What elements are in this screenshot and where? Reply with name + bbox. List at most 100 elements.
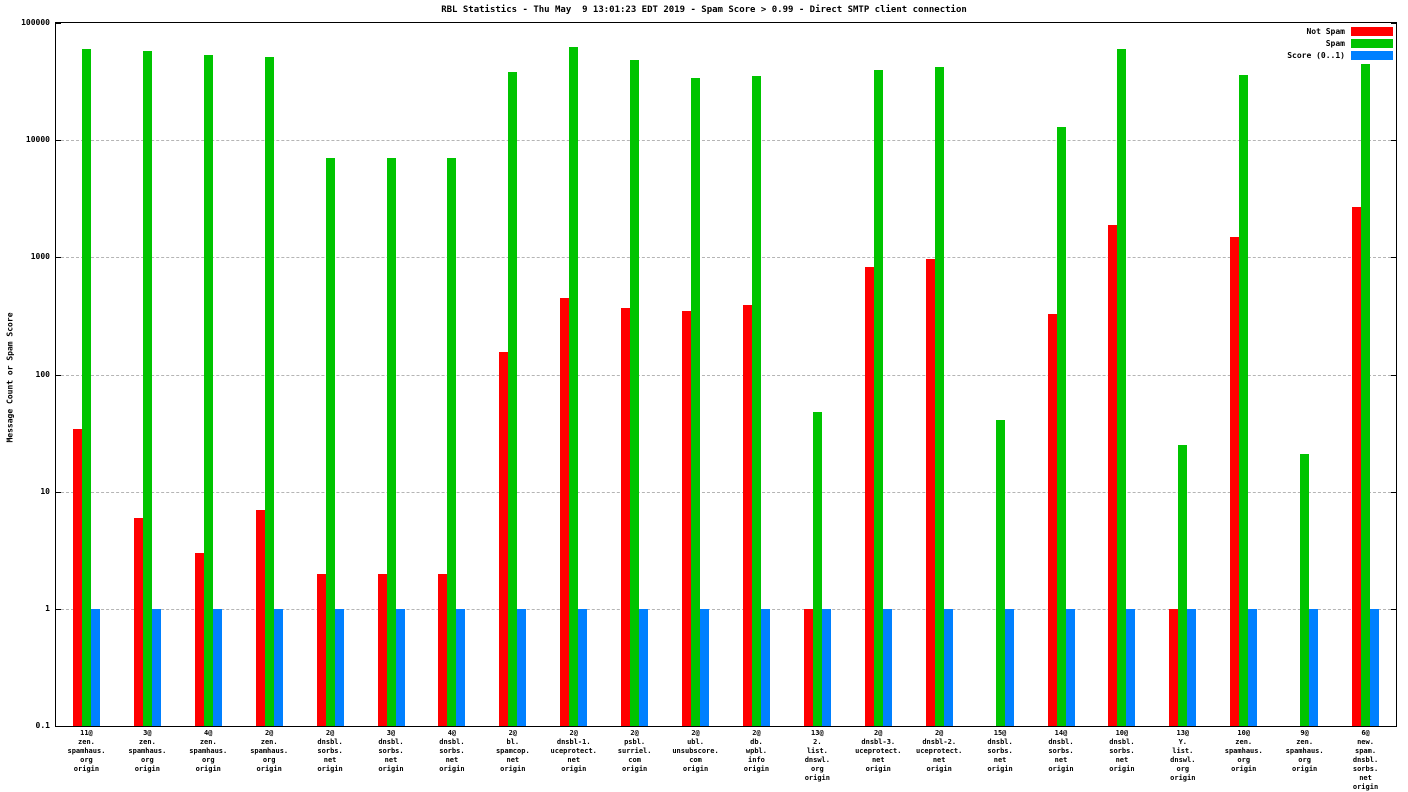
x-tick-label-line: list. <box>1172 747 1194 755</box>
x-tick-label-line: spamhaus. <box>1285 747 1324 755</box>
x-tick-label-line: dnsbl-2. <box>922 738 957 746</box>
legend-item: Spam <box>1326 38 1393 49</box>
bar-score-0-1- <box>1370 608 1380 726</box>
y-tick-label: 10 <box>40 486 50 496</box>
x-tick-label-line: sorbs. <box>1048 747 1074 755</box>
x-tick-label-line: 2@ <box>630 729 639 737</box>
x-tick-label-line: spamhaus. <box>128 747 167 755</box>
x-tick-label-line: info <box>748 756 765 764</box>
bar-not-spam <box>682 310 692 726</box>
x-tick-label-line: org <box>1237 756 1251 764</box>
x-tick-label-line: origin <box>195 765 221 773</box>
x-tick-label-line: origin <box>500 765 526 773</box>
bar-not-spam <box>1047 313 1057 726</box>
bar-spam <box>447 158 457 726</box>
bar-score-0-1- <box>456 608 466 726</box>
gridline <box>56 608 1396 610</box>
legend-label: Spam <box>1325 39 1345 48</box>
x-tick-label: 3@ dnsbl. sorbs. net origin <box>361 729 422 774</box>
x-tick-label: 2@ dnsbl-3. uceprotect. net origin <box>848 729 909 774</box>
x-tick-label: 2@ ubl. unsubscore. com origin <box>665 729 726 774</box>
x-tick-label-line: dnsbl-1. <box>556 738 591 746</box>
y-tick-label: 1000 <box>30 252 50 262</box>
bar-spam <box>386 158 396 726</box>
bar-not-spam <box>438 573 448 726</box>
bar-not-spam <box>1169 608 1179 726</box>
x-tick-label-line: origin <box>378 765 404 773</box>
axis-tick <box>56 726 61 727</box>
x-tick-label-line: net <box>871 756 885 764</box>
bar-spam <box>934 67 944 726</box>
bar-score-0-1- <box>334 608 344 726</box>
bar-spam <box>1239 74 1249 726</box>
axis-tick <box>56 140 61 142</box>
axis-tick <box>1391 608 1396 610</box>
x-tick-label-line: net <box>1359 774 1372 782</box>
x-tick-label-line: 6@ <box>1361 729 1370 737</box>
legend-label: Not Spam <box>1306 27 1345 36</box>
x-tick-label: 15@ dnsbl. sorbs. net origin <box>970 729 1031 774</box>
x-tick-label-line: dnsbl-3. <box>861 738 896 746</box>
gridline <box>56 257 1396 259</box>
x-tick-label-line: com <box>628 756 641 764</box>
x-tick-label-line: db. <box>750 738 763 746</box>
legend-item: Score (0..1) <box>1287 50 1393 61</box>
x-tick-label-line: origin <box>1231 765 1257 773</box>
x-tick-label-line: spamcop. <box>495 747 530 755</box>
legend-swatch <box>1351 39 1393 48</box>
x-tick-label-line: org <box>811 765 824 773</box>
x-tick-label-line: net <box>445 756 459 764</box>
x-tick-label-line: unsubscore. <box>672 747 719 755</box>
bar-spam <box>508 72 518 726</box>
bar-score-0-1- <box>1004 608 1014 726</box>
axis-tick <box>56 257 61 259</box>
x-tick-label-line: dnsbl. <box>439 738 465 746</box>
x-tick-label: 2@ dnsbl-1. uceprotect. net origin <box>543 729 604 774</box>
x-tick-label-line: 3@ <box>386 729 396 737</box>
gridline <box>56 491 1396 493</box>
x-tick-label-line: dnsbl. <box>317 738 343 746</box>
bar-spam <box>691 77 701 726</box>
bar-spam <box>1361 63 1371 726</box>
bar-score-0-1- <box>700 608 710 726</box>
bar-not-spam <box>1230 236 1240 726</box>
x-tick-label: 2@ zen. spamhaus. org origin <box>239 729 300 774</box>
x-tick-label: 13@ Y. list. dnswl. org origin <box>1152 729 1213 783</box>
x-tick-label-line: 13@ <box>811 729 824 737</box>
x-tick-label-line: dnsbl. <box>1352 756 1379 764</box>
bar-not-spam <box>255 509 265 726</box>
x-tick-label-line: org <box>80 756 93 764</box>
x-tick-label-line: spamhaus. <box>67 747 106 755</box>
x-tick-label-line: net <box>993 756 1007 764</box>
x-tick-label: 2@ db. wpbl. info origin <box>726 729 787 774</box>
x-tick-label-line: org <box>262 756 276 764</box>
x-tick-label: 10@ dnsbl. sorbs. net origin <box>1091 729 1152 774</box>
bar-not-spam <box>560 297 570 726</box>
x-tick-label-line: spamhaus. <box>250 747 289 755</box>
x-tick-label-line: origin <box>1048 765 1074 773</box>
bar-not-spam <box>803 608 813 726</box>
x-tick-label: 6@ new. spam. dnsbl. sorbs. net origin <box>1335 729 1396 792</box>
bar-not-spam <box>499 352 509 726</box>
x-tick-label-line: zen. <box>199 738 217 746</box>
bar-not-spam <box>316 573 326 726</box>
bar-score-0-1- <box>1309 608 1319 726</box>
x-tick-label-line: 9@ <box>1300 729 1309 737</box>
bar-not-spam <box>194 552 204 726</box>
x-tick-label-line: net <box>1115 756 1129 764</box>
x-tick-label-line: dnsbl. <box>1109 738 1135 746</box>
x-tick-label-line: dnsbl. <box>987 738 1013 746</box>
x-tick-label-line: spamhaus. <box>189 747 228 755</box>
bar-spam <box>81 48 91 726</box>
bar-spam <box>1117 48 1127 726</box>
bar-score-0-1- <box>273 608 283 726</box>
x-tick-label-line: 3@ <box>143 729 152 737</box>
bar-not-spam <box>377 573 387 726</box>
x-tick-label-line: 2@ <box>934 729 944 737</box>
bar-score-0-1- <box>90 608 100 726</box>
x-tick-label-line: 15@ <box>993 729 1007 737</box>
bar-score-0-1- <box>151 608 161 726</box>
x-tick-label-line: list. <box>806 747 828 755</box>
y-tick-label: 10000 <box>25 135 50 145</box>
bar-score-0-1- <box>578 608 588 726</box>
